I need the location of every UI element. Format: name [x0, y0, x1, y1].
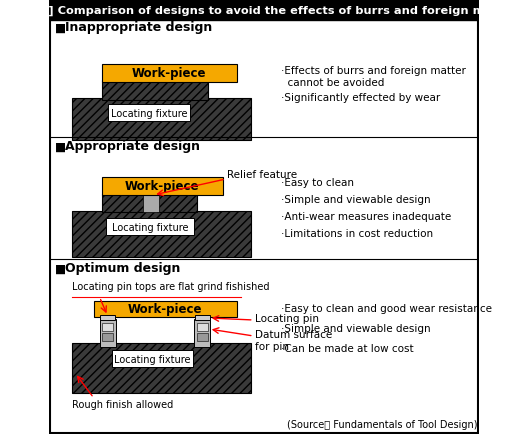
Bar	[195, 315, 210, 320]
Bar	[143, 194, 159, 213]
Text: Locating pin tops are flat grind fishished: Locating pin tops are flat grind fishish…	[72, 281, 269, 291]
Text: ■: ■	[55, 21, 66, 34]
Bar	[102, 81, 208, 101]
Bar	[106, 218, 194, 236]
Text: ·Effects of burrs and foreign matter
  cannot be avoided: ·Effects of burrs and foreign matter can…	[281, 66, 466, 87]
Bar	[102, 323, 113, 331]
Text: ■: ■	[55, 140, 66, 153]
Text: Locating fixture: Locating fixture	[111, 109, 188, 119]
Text: ·Limitations in cost reduction: ·Limitations in cost reduction	[281, 228, 434, 238]
Text: ·Significantly effected by wear: ·Significantly effected by wear	[281, 93, 441, 103]
Text: Datum surface
for pin: Datum surface for pin	[255, 329, 332, 351]
Text: Locating fixture: Locating fixture	[114, 354, 191, 364]
Text: Optimum design: Optimum design	[65, 262, 181, 275]
Bar	[158, 194, 197, 213]
Text: Locating fixture: Locating fixture	[112, 223, 188, 233]
Bar	[100, 319, 116, 347]
Text: ·Easy to clean and good wear resistance: ·Easy to clean and good wear resistance	[281, 303, 492, 313]
Bar	[194, 319, 210, 347]
Text: [Fig.1] Comparison of designs to avoid the effects of burrs and foreign matter: [Fig.1] Comparison of designs to avoid t…	[11, 6, 516, 16]
Bar	[197, 323, 208, 331]
Bar	[100, 315, 115, 320]
Text: Work-piece: Work-piece	[132, 67, 206, 80]
Bar	[109, 105, 190, 122]
Bar	[102, 178, 223, 196]
Bar	[112, 350, 193, 367]
Text: ·Can be made at low cost: ·Can be made at low cost	[281, 343, 414, 353]
Text: Inappropriate design: Inappropriate design	[65, 21, 212, 34]
Text: Relief feature: Relief feature	[227, 170, 297, 180]
Text: Appropriate design: Appropriate design	[65, 140, 200, 153]
Bar	[197, 333, 208, 341]
Bar	[72, 211, 251, 257]
Bar	[102, 65, 237, 83]
Bar	[94, 301, 237, 317]
Text: ■: ■	[55, 262, 66, 275]
Text: Work-piece: Work-piece	[125, 180, 200, 193]
Bar	[72, 343, 251, 393]
Bar	[72, 99, 251, 141]
Text: Rough finish allowed: Rough finish allowed	[72, 399, 173, 409]
Text: ·Anti-wear measures inadequate: ·Anti-wear measures inadequate	[281, 211, 452, 221]
Text: ·Simple and viewable design: ·Simple and viewable design	[281, 323, 431, 333]
Text: Work-piece: Work-piece	[128, 303, 202, 316]
Bar	[102, 194, 144, 213]
Text: (Source： Fundamentals of Tool Design): (Source： Fundamentals of Tool Design)	[287, 419, 477, 429]
Bar	[102, 333, 113, 341]
Text: ·Simple and viewable design: ·Simple and viewable design	[281, 194, 431, 204]
Bar	[50, 1, 478, 21]
Text: ·Easy to clean: ·Easy to clean	[281, 178, 355, 187]
Text: Locating pin: Locating pin	[255, 313, 318, 323]
